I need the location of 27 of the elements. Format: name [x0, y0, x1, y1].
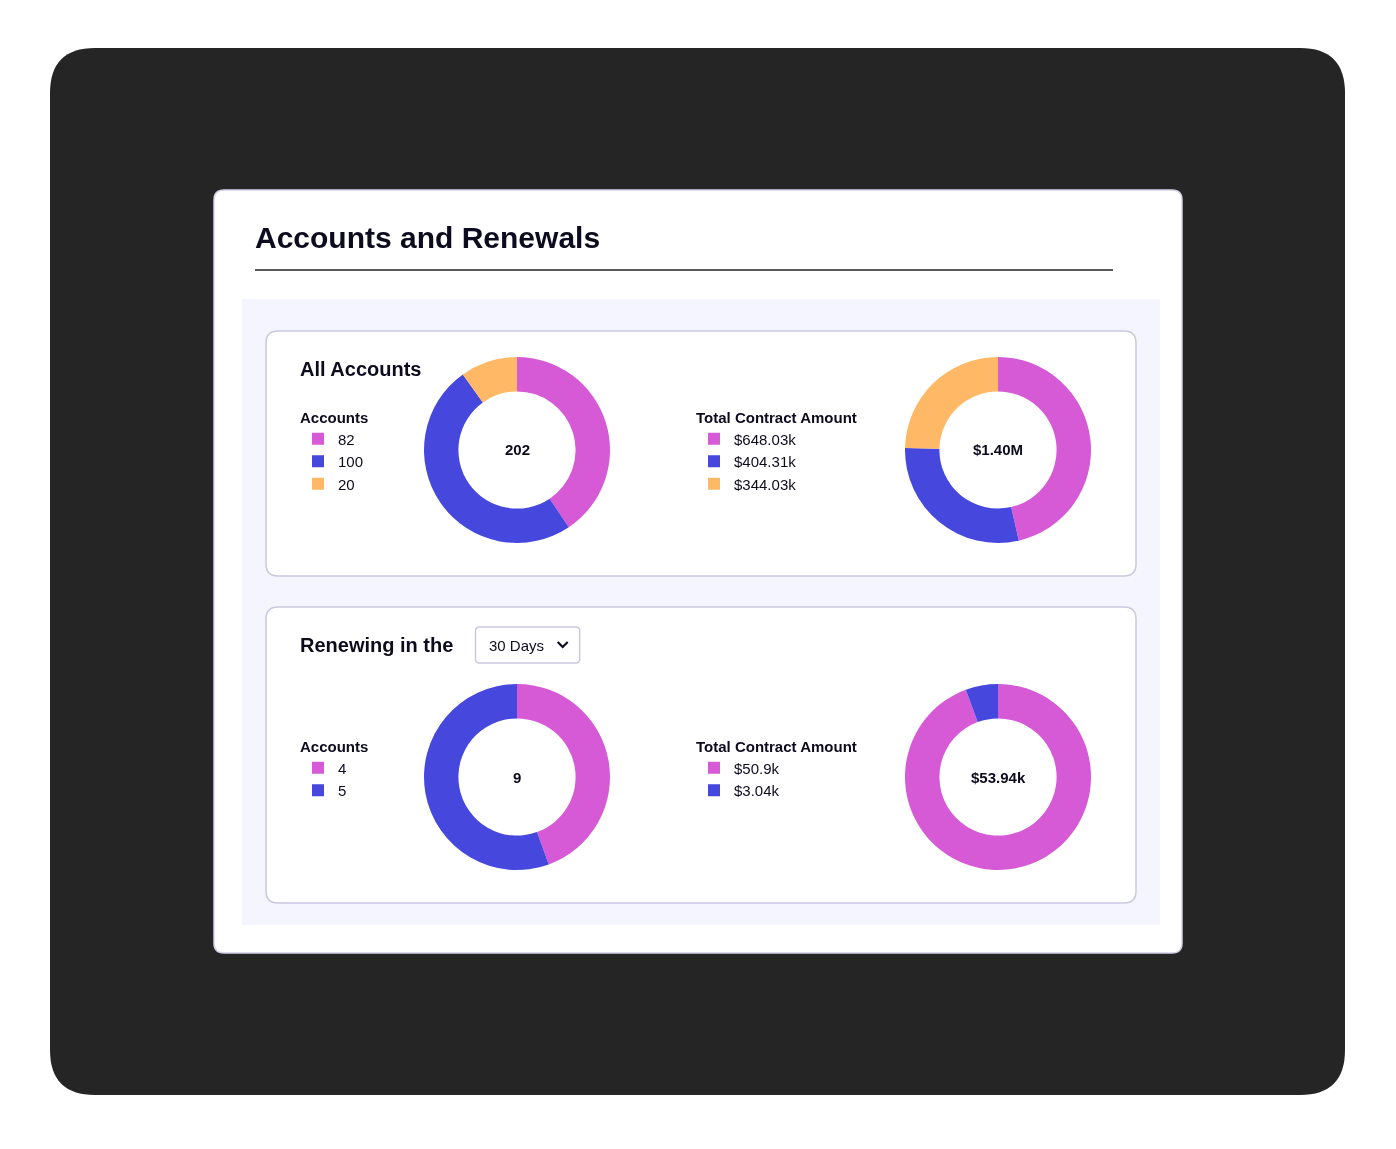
text: 30 Days	[489, 637, 545, 654]
legend-label: $648.03k	[734, 430, 797, 448]
legend-label: 20	[338, 475, 355, 493]
legend-title: Accounts	[300, 408, 369, 426]
donut-slice	[905, 684, 1091, 870]
text: $1.40M	[973, 441, 1024, 458]
chart-subtitle: All Accounts	[300, 358, 422, 380]
legend-label: $344.03k	[734, 475, 797, 493]
legend-label: 100	[338, 453, 364, 471]
text: $53.94k	[971, 769, 1026, 786]
donut-slice	[424, 374, 569, 543]
text: 202	[505, 441, 531, 458]
legend-label: $3.04k	[734, 782, 780, 800]
donut-slice	[965, 684, 998, 723]
legend-label: 4	[338, 759, 347, 777]
legend-title: Total Contract Amount	[696, 408, 857, 426]
text: 9	[513, 769, 522, 786]
legend-label: $404.31k	[734, 453, 797, 471]
chart-subtitle: Renewing in the	[300, 634, 454, 656]
legend-title: Total Contract Amount	[696, 737, 857, 755]
donut-slice	[424, 684, 549, 870]
legend-title: Accounts	[300, 737, 369, 755]
legend-label: 5	[338, 782, 347, 800]
donut-slice	[462, 357, 517, 403]
legend-label: 82	[338, 430, 355, 448]
legend-label: $50.9k	[734, 759, 780, 777]
chart-title: Accounts and Renewals	[255, 220, 601, 254]
